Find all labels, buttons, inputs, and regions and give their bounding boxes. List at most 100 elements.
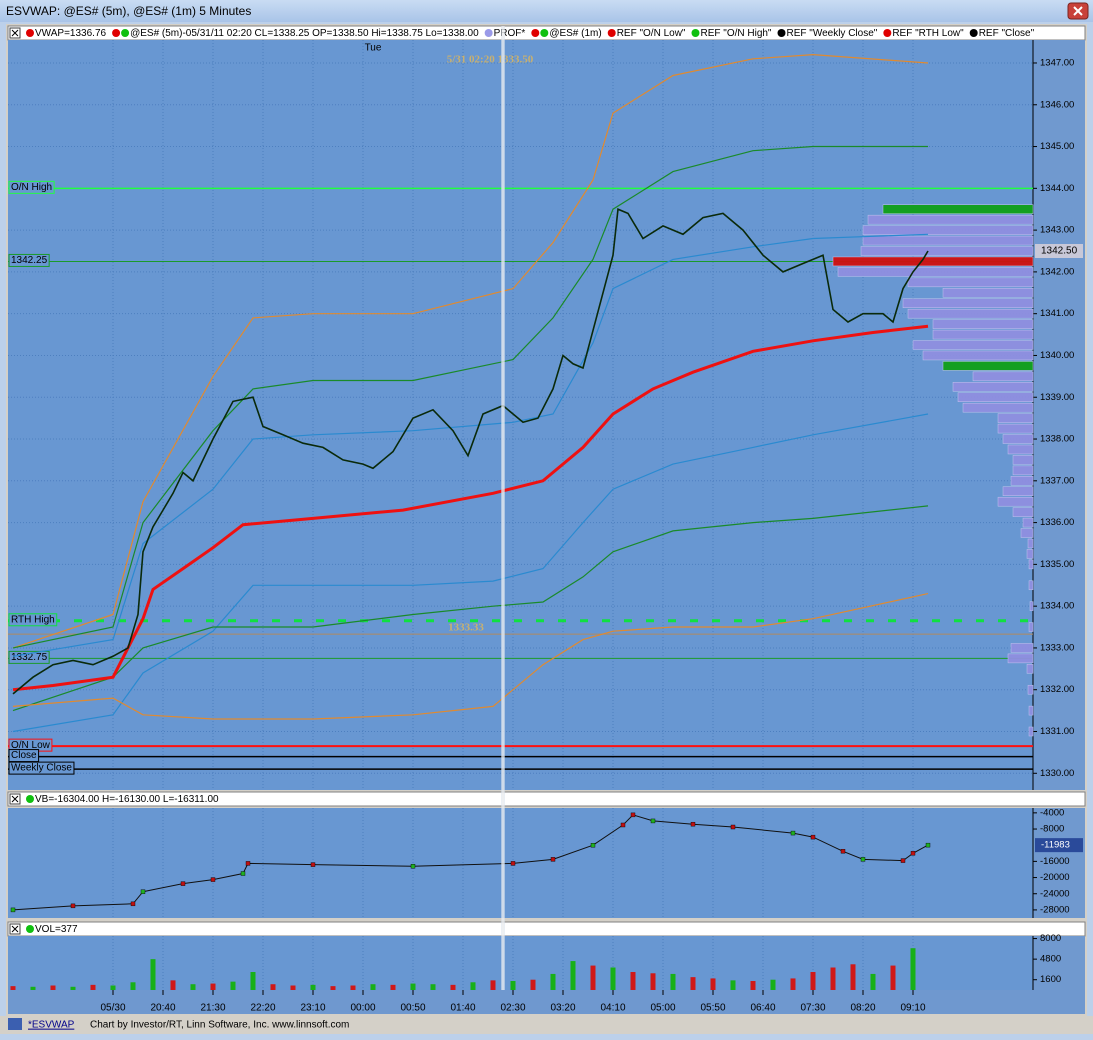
x-tick-label: 06:40 [750,1003,775,1014]
series-line [12,145,928,649]
series-line [12,233,929,657]
vb-marker [510,861,516,866]
profile-bar [860,246,1034,256]
legend-text: REF "RTH Low" [892,28,964,39]
y-tick-label: 1336.00 [1040,517,1074,528]
vb-marker [840,849,846,854]
x-tick-label: 05:00 [650,1003,675,1014]
crosshair-label: 5/31 02:20 1333.50 [447,54,534,66]
chart-tab[interactable]: *ESVWAP [28,1020,75,1031]
tab-icon [8,1018,22,1030]
profile-bar [957,392,1034,402]
legend-text: VOL=377 [35,924,78,935]
reference-label-box [8,749,40,763]
last-value-box [1035,244,1083,259]
vb-marker [730,824,736,830]
window-title: ESVWAP: @ES# (5m), @ES# (1m) 5 Minutes [6,4,251,18]
legend-dot [26,29,34,37]
time-axis [8,990,1085,1014]
legend-text: REF "Close" [979,28,1035,39]
vb-marker [210,877,216,882]
volume-bar [130,982,136,990]
axis-area [1033,808,1085,918]
profile-bar [932,319,1034,329]
series-line [12,53,929,649]
vb-marker [410,864,416,869]
volume-bar [410,983,416,990]
profile-bar [1007,444,1034,455]
crosshair-y-label: 1333.33 [448,622,484,634]
day-label: Tue [365,43,382,54]
y-tick-label: 1345.00 [1040,141,1074,152]
legend-text: VWAP=1336.76 [35,28,107,39]
profile-bar [942,361,1034,371]
profile-bar [932,329,1034,340]
vb-marker [900,858,906,863]
vb-marker [590,843,596,848]
vb-marker [810,834,816,840]
vb-marker [550,857,556,862]
volume-bar [530,979,536,990]
footer: Chart by Investor/RT, Linn Software, Inc… [90,1020,349,1031]
x-tick-label: 03:20 [550,1003,575,1014]
profile-bar [1029,601,1034,611]
volume-bar [70,986,76,990]
x-tick-label: 07:30 [800,1003,825,1014]
y-tick-label: -28000 [1040,904,1070,915]
x-tick-label: 09:10 [900,1003,925,1014]
x-tick-label: 00:50 [400,1003,425,1014]
x-tick-label: 01:40 [450,1003,475,1014]
vb-marker [860,857,866,862]
close-icon [1073,6,1083,16]
reference-label-box [8,761,75,775]
profile-bar [1002,486,1034,497]
y-tick-label: 1334.00 [1040,601,1074,612]
legend-dot [26,795,34,803]
legend-dot [777,29,786,37]
vb-marker [140,889,146,894]
volume-bar [830,967,836,990]
volume-bar [670,973,676,990]
profile-bar [882,204,1034,214]
profile-bar [837,267,1034,277]
vb-marker [650,818,656,824]
volume-bar [710,978,716,990]
profile-bar [922,350,1034,361]
profile-bar [1026,664,1034,674]
volume-bar [590,965,596,990]
y-tick-label: 1338.00 [1040,434,1074,445]
profile-bar [1010,476,1034,486]
y-tick-label: 1341.00 [1040,308,1074,319]
volume-bar [270,984,276,990]
profile-bar [997,496,1034,507]
legend-text: @ES# (5m)-05/31/11 02:20 CL=1338.25 OP=1… [130,28,479,39]
reference-label-box [8,180,55,194]
profile-bar [972,371,1034,382]
x-tick-label: 05/30 [100,1003,125,1014]
volume-bar [790,978,796,990]
series-line [12,208,929,695]
y-tick-label: 1343.00 [1040,225,1074,236]
volume-bar [850,964,856,990]
volume-bar [870,973,876,990]
y-tick-label: -8000 [1040,824,1064,835]
title-bar [0,0,1093,22]
x-tick-label: 04:10 [600,1003,625,1014]
y-tick-label: 1600 [1040,974,1061,985]
x-tick-label: 05:50 [700,1003,725,1014]
volume-bar [170,980,176,990]
profile-bar [862,235,1034,246]
legend-text: REF "O/N Low" [617,28,686,39]
volume-bar [310,984,316,990]
volume-bar [10,986,16,990]
panel-header [7,921,1086,937]
y-tick-label: 1330.00 [1040,768,1074,779]
y-tick-label: 1344.00 [1040,183,1074,194]
y-tick-label: -20000 [1040,872,1070,883]
panel-close-icon [11,795,19,803]
vb-marker [690,821,696,827]
profile-bar [1002,434,1034,444]
y-tick-label: 1339.00 [1040,392,1074,403]
legend-text: VB=-16304.00 H=-16130.00 L=-16311.00 [35,794,219,805]
legend-dot [26,925,34,933]
